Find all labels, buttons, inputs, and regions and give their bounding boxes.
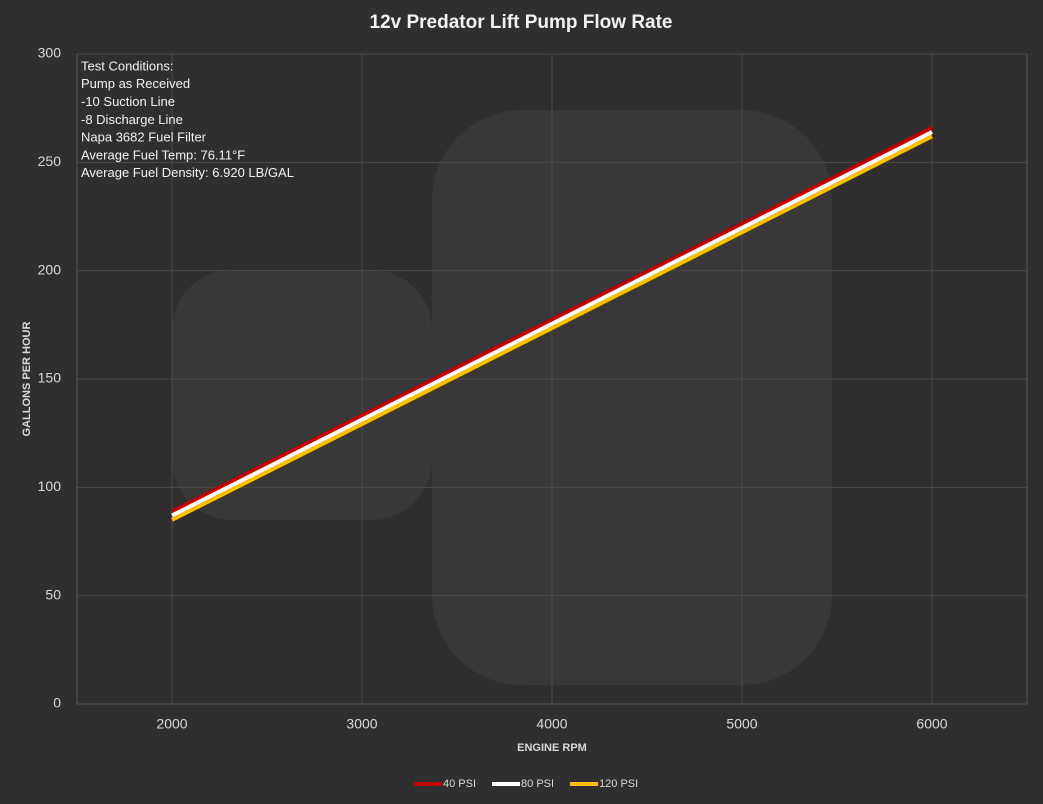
x-tick-label: 5000 [726, 716, 757, 732]
x-tick-label: 6000 [916, 716, 947, 732]
y-tick-label: 150 [38, 370, 62, 386]
annotation: Napa 3682 Fuel Filter [81, 130, 207, 145]
annotation: Test Conditions: [81, 58, 174, 73]
legend-label: 120 PSI [599, 778, 638, 790]
x-axis-label: ENGINE RPM [517, 742, 587, 754]
annotation: -8 Discharge Line [81, 112, 183, 127]
legend-label: 40 PSI [443, 778, 476, 790]
annotation: -10 Suction Line [81, 94, 175, 109]
y-tick-label: 50 [45, 586, 61, 602]
watermark [172, 110, 832, 685]
watermark-shape [432, 110, 832, 685]
y-tick-label: 250 [38, 153, 62, 169]
x-tick-label: 3000 [346, 716, 377, 732]
series-line [171, 134, 933, 522]
series-line [171, 125, 933, 513]
annotation: Average Fuel Temp: 76.11°F [81, 147, 245, 162]
chart-title: 12v Predator Lift Pump Flow Rate [370, 12, 673, 33]
annotation: Average Fuel Density: 6.920 LB/GAL [81, 165, 294, 180]
y-tick-label: 300 [38, 45, 62, 61]
y-axis-label: GALLONS PER HOUR [21, 322, 33, 437]
watermark-shape [172, 270, 432, 520]
x-tick-label: 4000 [536, 716, 567, 732]
annotation: Pump as Received [81, 76, 190, 91]
x-tick-label: 2000 [156, 716, 187, 732]
legend-label: 80 PSI [521, 778, 554, 790]
y-tick-label: 100 [38, 478, 62, 494]
y-tick-label: 0 [53, 695, 61, 711]
series-line [171, 130, 933, 518]
y-tick-label: 200 [38, 261, 62, 277]
